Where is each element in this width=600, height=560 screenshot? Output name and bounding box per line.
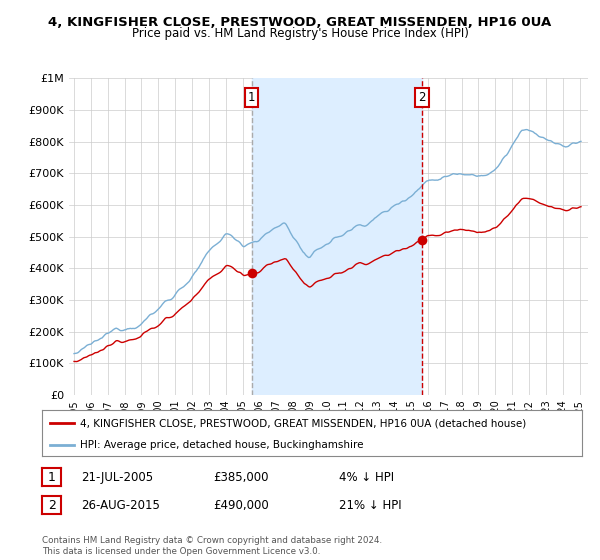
Text: 21% ↓ HPI: 21% ↓ HPI — [339, 498, 401, 512]
Text: 4% ↓ HPI: 4% ↓ HPI — [339, 470, 394, 484]
Text: 4, KINGFISHER CLOSE, PRESTWOOD, GREAT MISSENDEN, HP16 0UA (detached house): 4, KINGFISHER CLOSE, PRESTWOOD, GREAT MI… — [80, 418, 526, 428]
Text: Price paid vs. HM Land Registry's House Price Index (HPI): Price paid vs. HM Land Registry's House … — [131, 27, 469, 40]
Text: 26-AUG-2015: 26-AUG-2015 — [81, 498, 160, 512]
Text: 2: 2 — [418, 91, 426, 104]
Text: 2: 2 — [47, 498, 56, 512]
Text: 21-JUL-2005: 21-JUL-2005 — [81, 470, 153, 484]
Text: Contains HM Land Registry data © Crown copyright and database right 2024.
This d: Contains HM Land Registry data © Crown c… — [42, 536, 382, 556]
Text: £490,000: £490,000 — [213, 498, 269, 512]
Text: 1: 1 — [248, 91, 256, 104]
Bar — [251, 78, 422, 395]
Text: HPI: Average price, detached house, Buckinghamshire: HPI: Average price, detached house, Buck… — [80, 440, 364, 450]
Text: £385,000: £385,000 — [213, 470, 269, 484]
Text: 4, KINGFISHER CLOSE, PRESTWOOD, GREAT MISSENDEN, HP16 0UA: 4, KINGFISHER CLOSE, PRESTWOOD, GREAT MI… — [49, 16, 551, 29]
Text: 1: 1 — [47, 470, 56, 484]
